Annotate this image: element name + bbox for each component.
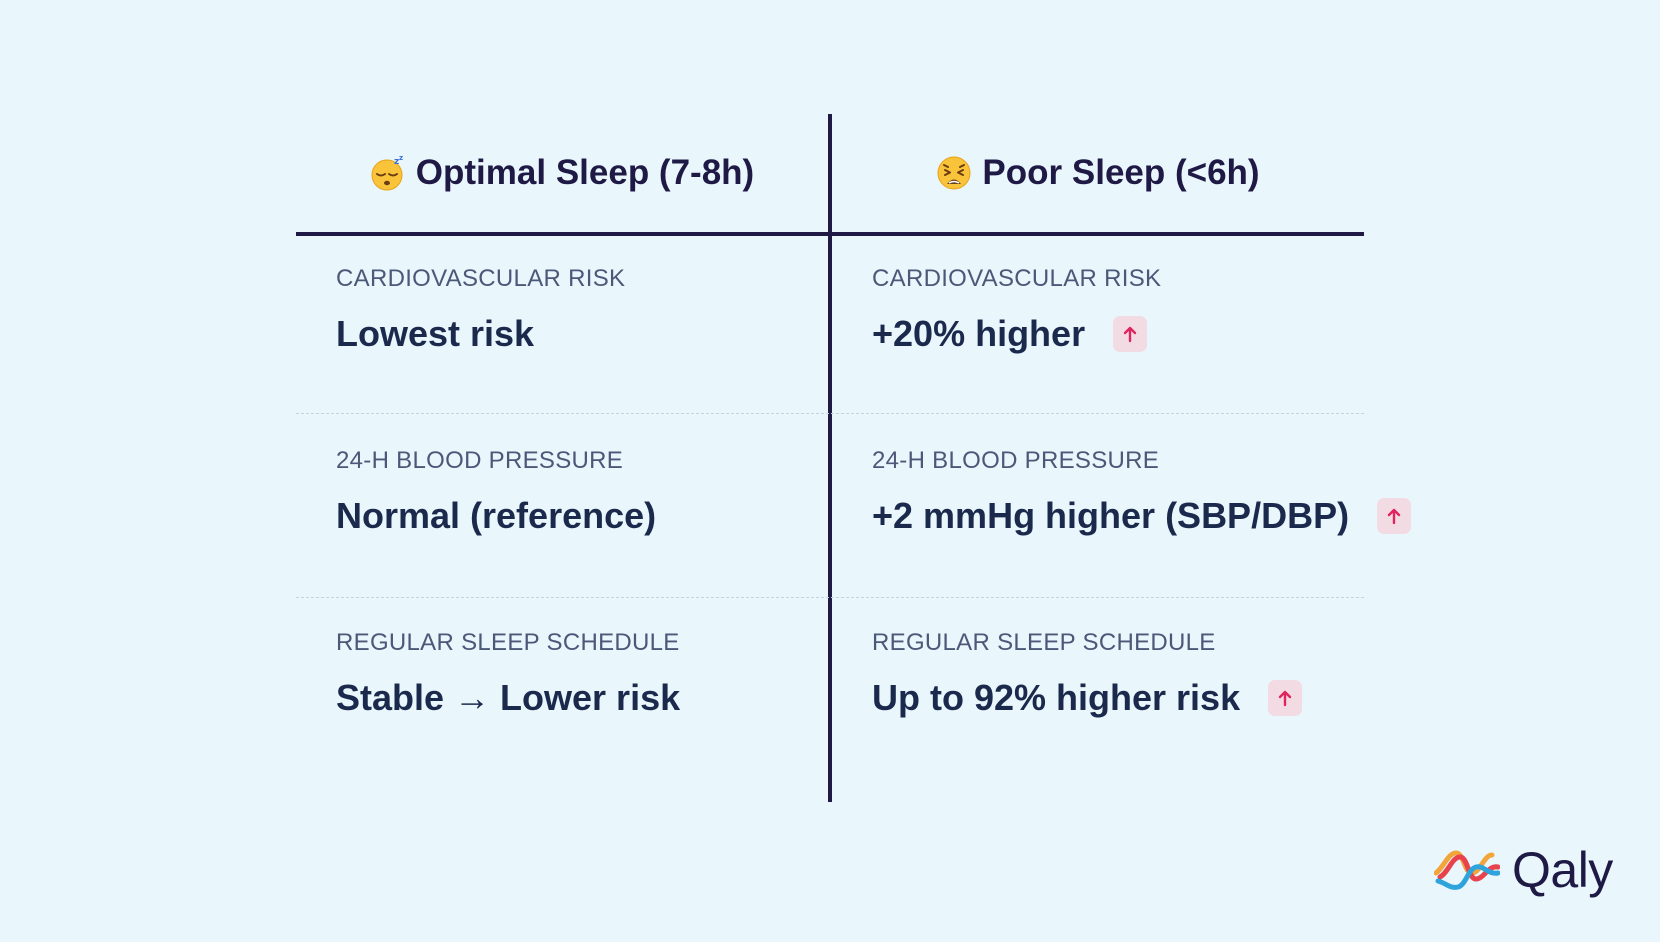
sleeping-face-icon: z z	[370, 155, 406, 191]
optimal-sleep-title: Optimal Sleep (7-8h)	[415, 153, 755, 192]
brand-logo: Qaly	[1434, 842, 1613, 898]
poor-blood-pressure-cell: 24-H BLOOD PRESSURE +2 mmHg higher (SBP/…	[872, 446, 1412, 538]
poor-sleep-title: Poor Sleep (<6h)	[982, 153, 1260, 192]
cell-value: Up to 92% higher risk	[872, 676, 1364, 720]
optimal-blood-pressure-cell: 24-H BLOOD PRESSURE Normal (reference)	[336, 446, 828, 538]
svg-text:z: z	[394, 157, 399, 167]
cell-label: REGULAR SLEEP SCHEDULE	[872, 629, 1216, 656]
poor-schedule-cell: REGULAR SLEEP SCHEDULE Up to 92% higher …	[872, 628, 1364, 720]
cell-label: CARDIOVASCULAR RISK	[336, 265, 626, 292]
tired-face-icon	[936, 155, 972, 191]
qaly-wave-logo-icon	[1434, 847, 1500, 893]
cell-value: +20% higher	[872, 312, 1364, 356]
row-divider	[296, 413, 1364, 414]
sleep-comparison-table: z z Optimal Sleep (7-8h) CARDIOVASCULAR …	[296, 114, 1412, 802]
cell-value-text: Normal (reference)	[336, 495, 657, 536]
column-divider	[828, 114, 832, 802]
optimal-sleep-header: z z Optimal Sleep (7-8h)	[296, 114, 828, 232]
row-divider	[296, 597, 1364, 598]
cell-value-text: +20% higher	[872, 313, 1086, 354]
cell-label: 24-H BLOOD PRESSURE	[336, 447, 624, 474]
arrow-up-icon	[1113, 316, 1148, 352]
cell-value: +2 mmHg higher (SBP/DBP)	[872, 494, 1412, 538]
arrow-up-icon	[1268, 680, 1303, 716]
cell-value: Stable → Lower risk	[336, 676, 828, 720]
optimal-cardio-cell: CARDIOVASCULAR RISK Lowest risk	[336, 264, 828, 356]
optimal-schedule-cell: REGULAR SLEEP SCHEDULE Stable → Lower ri…	[336, 628, 828, 720]
cell-value-text: +2 mmHg higher (SBP/DBP)	[872, 495, 1350, 536]
brand-name: Qaly	[1512, 842, 1613, 898]
cell-value: Normal (reference)	[336, 494, 828, 538]
cell-value-text: Stable → Lower risk	[336, 677, 681, 718]
cell-value-text: Up to 92% higher risk	[872, 677, 1241, 718]
poor-sleep-header: Poor Sleep (<6h)	[832, 114, 1364, 232]
cell-value-text: Lowest risk	[336, 313, 535, 354]
optimal-sleep-column: z z Optimal Sleep (7-8h) CARDIOVASCULAR …	[296, 114, 828, 802]
poor-sleep-column: Poor Sleep (<6h) CARDIOVASCULAR RISK +20…	[832, 114, 1412, 802]
arrow-up-icon	[1377, 498, 1412, 534]
poor-cardio-cell: CARDIOVASCULAR RISK +20% higher	[872, 264, 1364, 356]
cell-label: REGULAR SLEEP SCHEDULE	[336, 629, 680, 656]
cell-value: Lowest risk	[336, 312, 828, 356]
cell-label: 24-H BLOOD PRESSURE	[872, 447, 1160, 474]
svg-text:z: z	[399, 155, 403, 162]
cell-label: CARDIOVASCULAR RISK	[872, 265, 1162, 292]
